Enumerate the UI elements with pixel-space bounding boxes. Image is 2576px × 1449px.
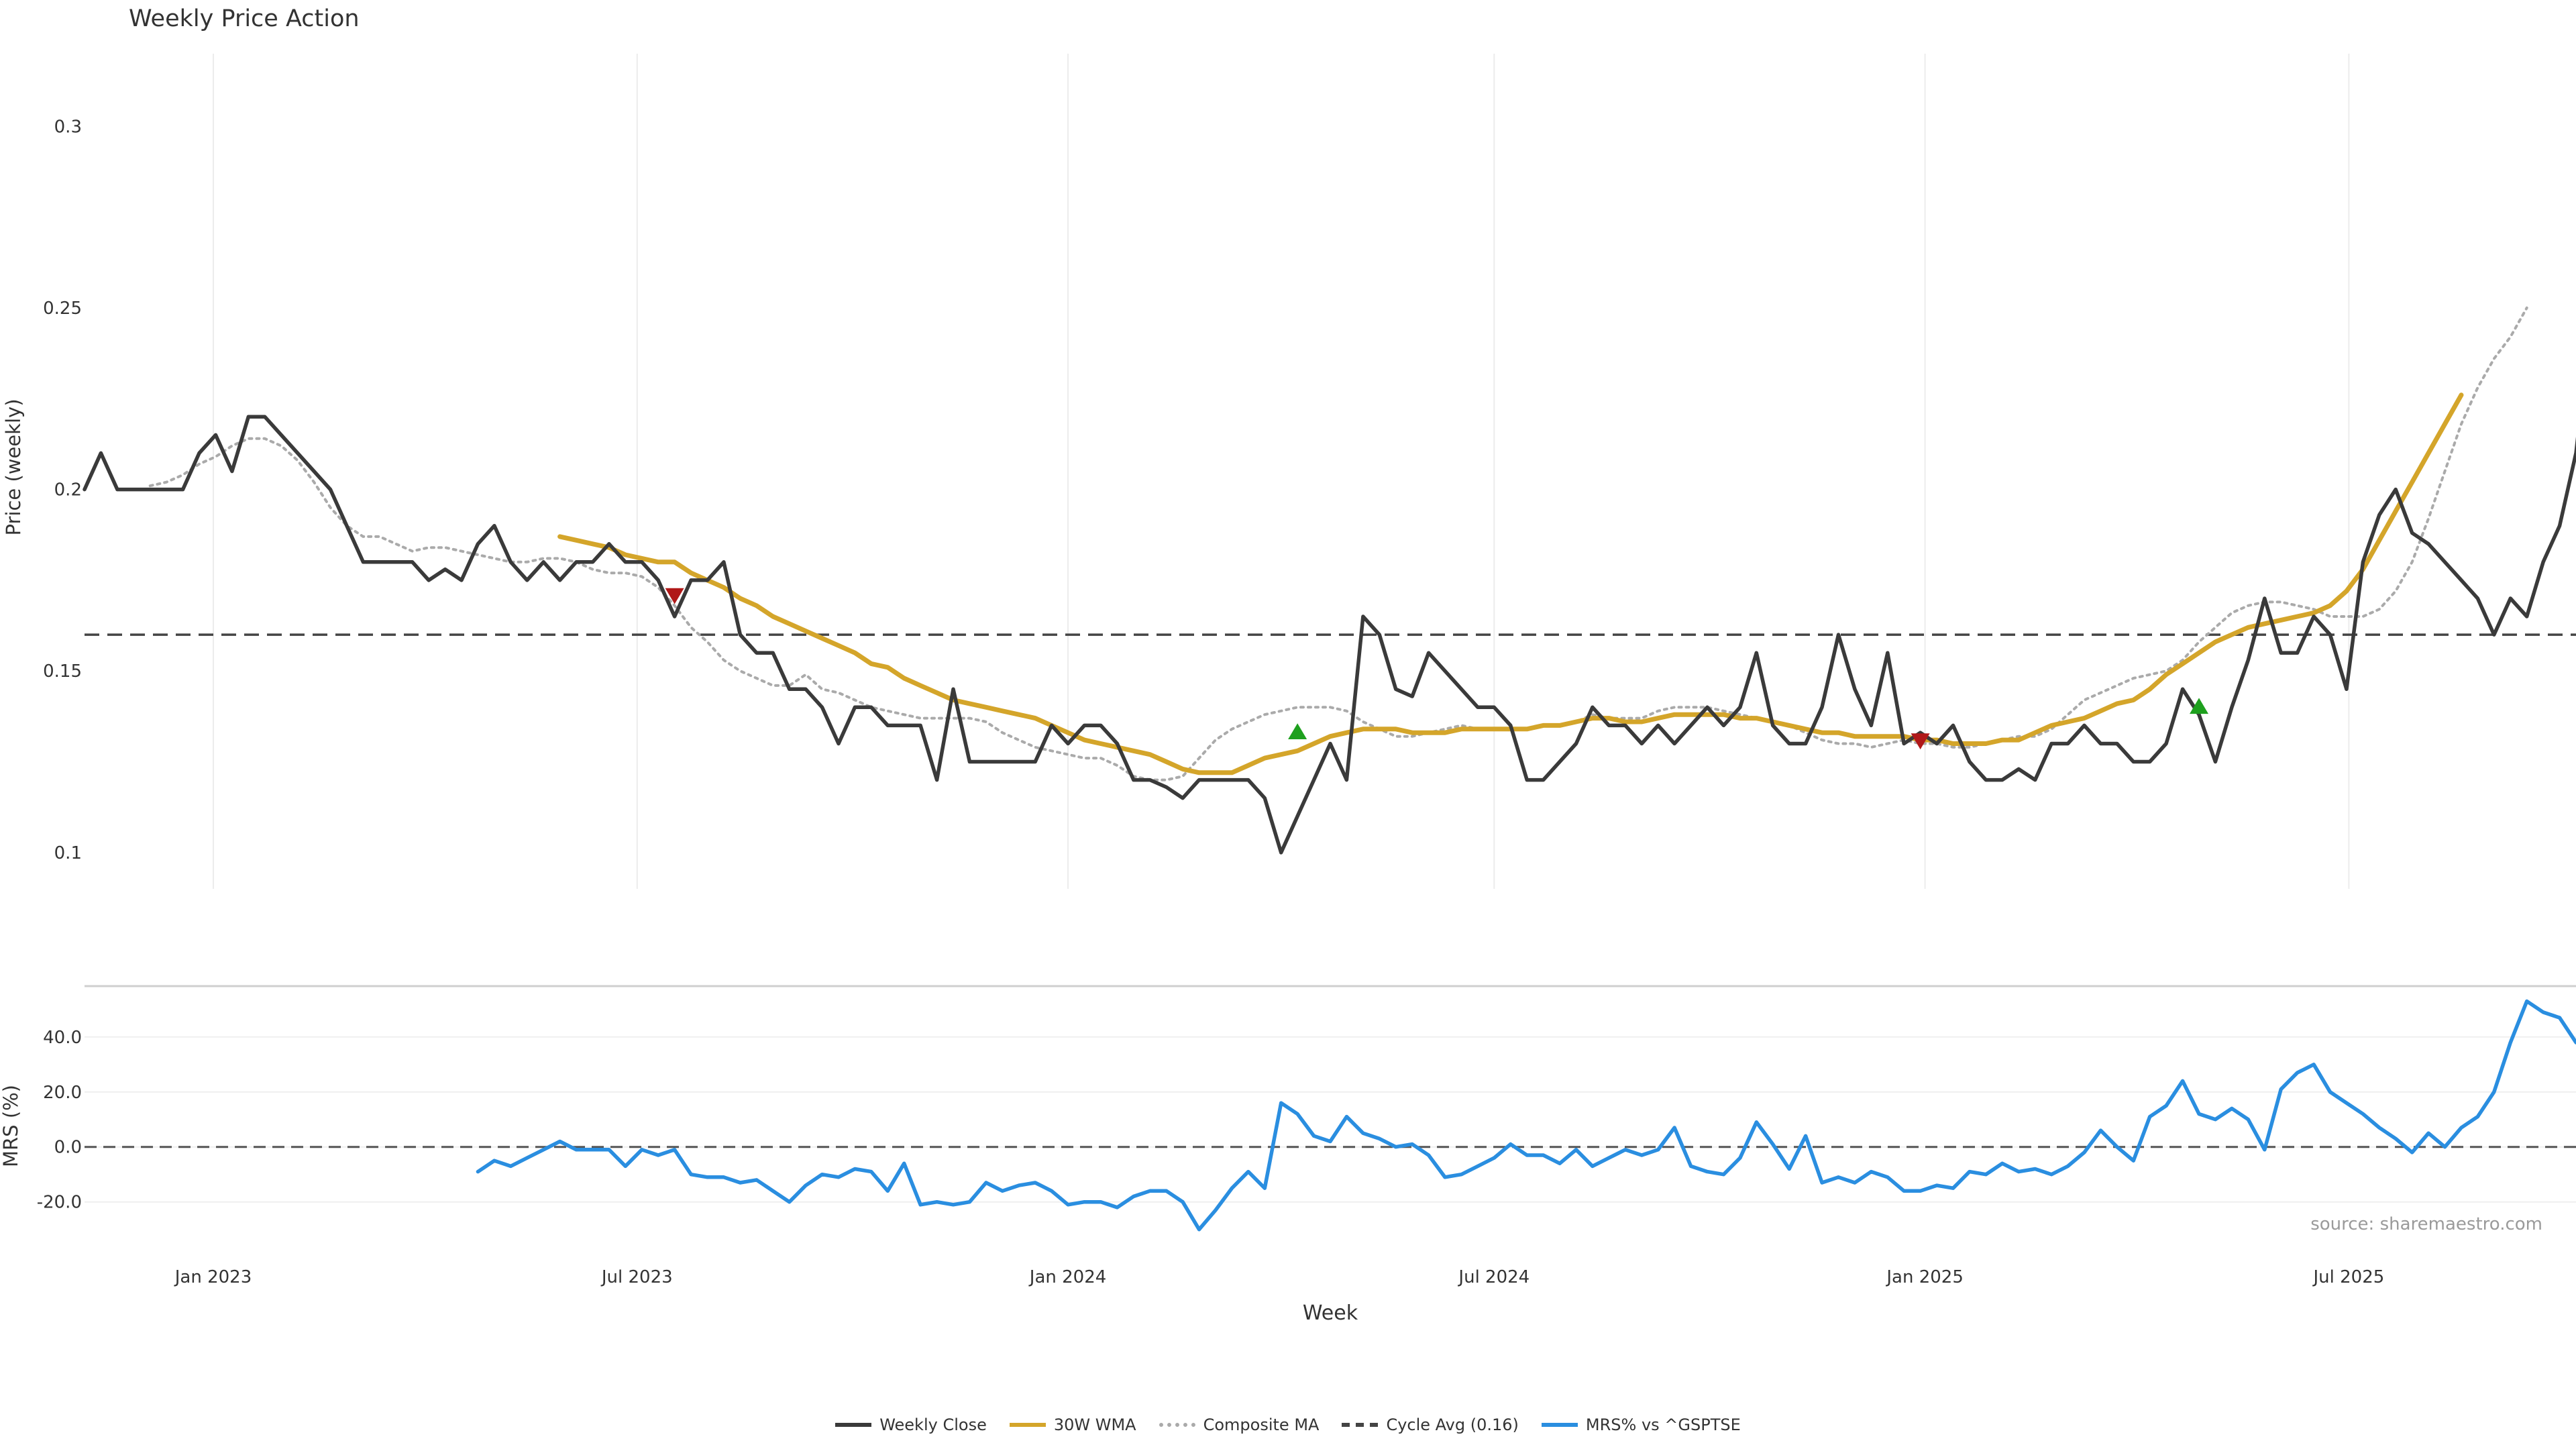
mrs-y-tick-40-0: 40.0 [43, 1028, 82, 1048]
legend-label-30w-wma: 30W WMA [1053, 1415, 1136, 1434]
x-tick-jan-2024: Jan 2024 [1028, 1267, 1107, 1287]
x-axis-label: Week [1303, 1301, 1358, 1325]
mrs-line [476, 999, 2576, 1232]
price-y-tick-0-25: 0.25 [43, 299, 82, 319]
weekly-close-line [83, 415, 2576, 855]
source-label: source: sharemaestro.com [2310, 1214, 2542, 1234]
sell-signal-marker-3 [1911, 733, 1930, 750]
x-tick-jan-2025: Jan 2025 [1885, 1267, 1964, 1287]
x-tick-jul-2025: Jul 2025 [2312, 1267, 2385, 1287]
buy-signal-marker-4 [2190, 698, 2209, 714]
legend-swatch-composite-ma [1159, 1423, 1195, 1427]
sell-signal-marker-1 [665, 588, 684, 604]
mrs-y-tick-20-0: 20.0 [43, 1083, 82, 1103]
x-tick-jul-2023: Jul 2023 [600, 1267, 673, 1287]
price-y-tick-0-3: 0.3 [54, 117, 82, 137]
price-y-tick-0-2: 0.2 [54, 480, 82, 500]
legend-swatch-mrs [1541, 1423, 1578, 1427]
chart-title: Weekly Price Action [129, 5, 360, 32]
legend-item-composite-ma: Composite MA [1159, 1415, 1320, 1434]
legend-item-mrs: MRS% vs ^GSPTSE [1541, 1415, 1741, 1434]
composite-ma-line [148, 306, 2528, 782]
mrs-y-tick-0-0: 0.0 [54, 1138, 82, 1158]
price-y-tick-0-15: 0.15 [43, 661, 82, 682]
legend-label-cycle-avg: Cycle Avg (0.16) [1386, 1415, 1519, 1434]
x-tick-jan-2023: Jan 2023 [174, 1267, 252, 1287]
legend-swatch-30w-wma [1009, 1423, 1046, 1427]
legend-item-weekly-close: Weekly Close [835, 1415, 987, 1434]
mrs-y-tick-20-0: -20.0 [37, 1193, 82, 1213]
legend-swatch-cycle-avg [1342, 1423, 1379, 1427]
price-y-axis-label: Price (weekly) [2, 398, 25, 535]
x-tick-jul-2024: Jul 2024 [1457, 1267, 1529, 1287]
legend-label-mrs: MRS% vs ^GSPTSE [1585, 1415, 1741, 1434]
price-y-tick-0-1: 0.1 [54, 843, 82, 863]
buy-signal-marker-2 [1288, 723, 1307, 740]
mrs-y-axis-label: MRS (%) [0, 1085, 22, 1167]
legend-item-30w-wma: 30W WMA [1009, 1415, 1136, 1434]
legend: Weekly Close 30W WMA Composite MA Cycle … [0, 1415, 2576, 1434]
legend-label-weekly-close: Weekly Close [879, 1415, 987, 1434]
legend-swatch-weekly-close [835, 1423, 872, 1427]
legend-item-cycle-avg: Cycle Avg (0.16) [1342, 1415, 1519, 1434]
legend-label-composite-ma: Composite MA [1203, 1415, 1320, 1434]
